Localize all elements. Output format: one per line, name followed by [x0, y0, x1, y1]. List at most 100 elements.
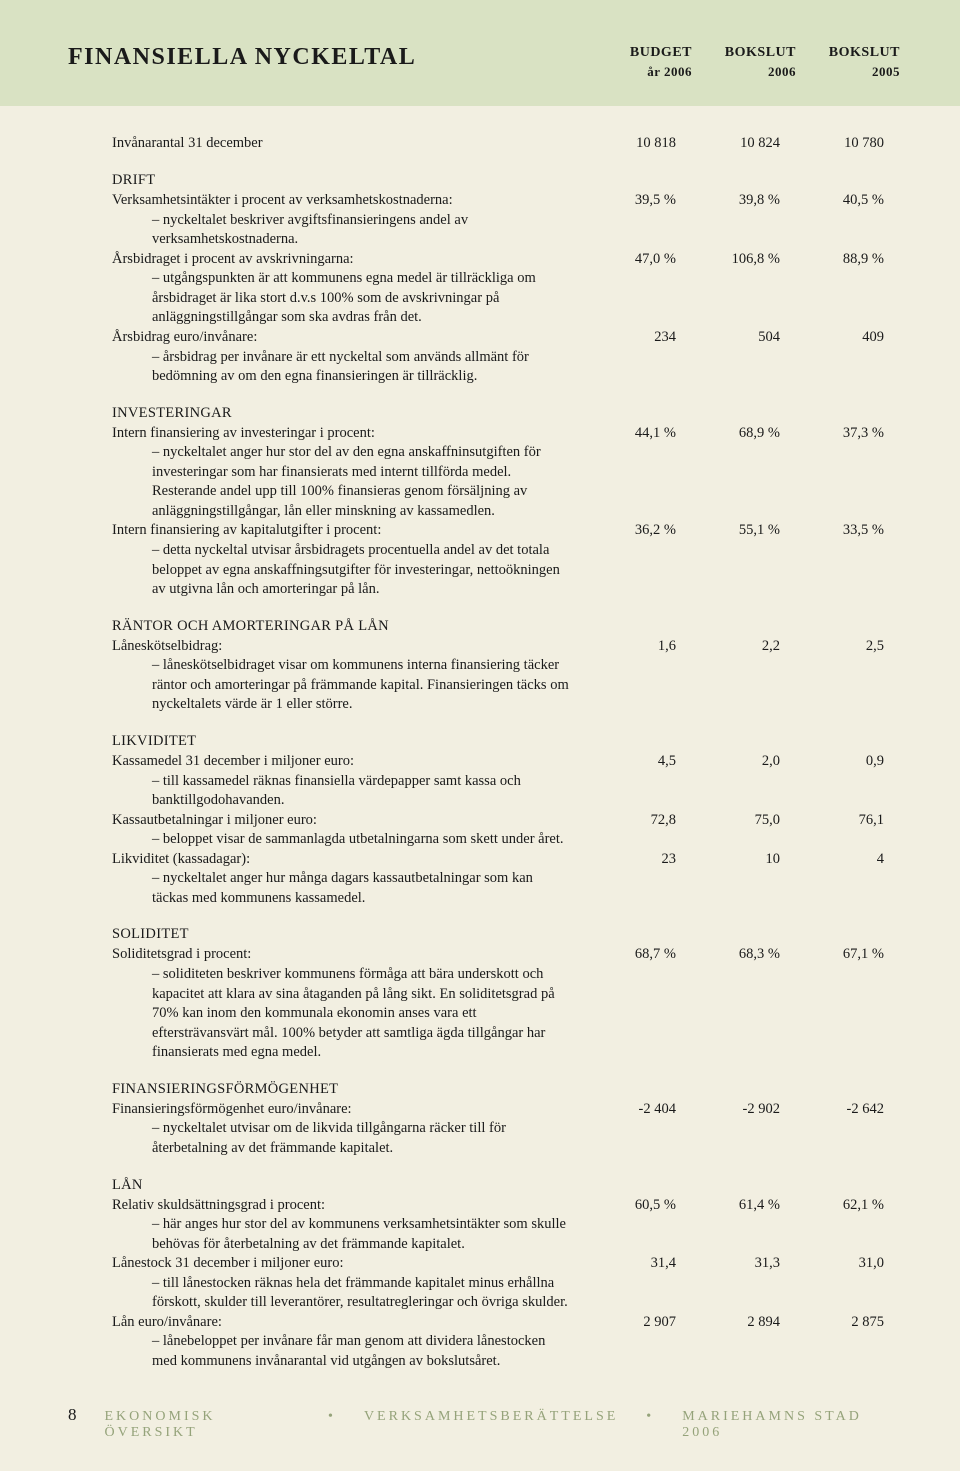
row-value-1: 10	[676, 850, 780, 870]
content: Invånarantal 31 december10 81810 82410 7…	[0, 106, 960, 1371]
row-label: Lånestock 31 december i miljoner euro:	[112, 1254, 572, 1274]
row-value-0: 2 907	[572, 1313, 676, 1333]
header-col-1-line1: BOKSLUT	[692, 44, 796, 63]
row-value-0: 1,6	[572, 637, 676, 657]
header-col-2-line1: BOKSLUT	[796, 44, 900, 63]
page-title: FINANSIELLA NYCKELTAL	[68, 44, 588, 71]
row-label: Intern finansiering av investeringar i p…	[112, 424, 572, 444]
row-value-2: 10 780	[780, 134, 884, 154]
table-row: Lån euro/invånare:– lånebeloppet per inv…	[112, 1313, 892, 1372]
footer-part-0: EKONOMISK ÖVERSIKT	[105, 1409, 301, 1441]
row-value-1: 68,9 %	[676, 424, 780, 444]
table-row: Kassautbetalningar i miljoner euro:– bel…	[112, 811, 892, 850]
row-value-2: -2 642	[780, 1100, 884, 1120]
table-row: Likviditet (kassadagar):– nyckeltalet an…	[112, 850, 892, 909]
row-value-1: 10 824	[676, 134, 780, 154]
row-description: – nyckeltalet anger hur stor del av den …	[112, 443, 572, 521]
row-value-2: 40,5 %	[780, 191, 884, 211]
row-label: Kassamedel 31 december i miljoner euro:	[112, 752, 572, 772]
row-description: – nyckeltalet anger hur många dagars kas…	[112, 869, 572, 908]
section-heading: FINANSIERINGSFÖRMÖGENHET	[112, 1081, 892, 1098]
row-value-2: 2,5	[780, 637, 884, 657]
row-value-0: 31,4	[572, 1254, 676, 1274]
row-value-1: 2,0	[676, 752, 780, 772]
row-label: Intern finansiering av kapitalutgifter i…	[112, 521, 572, 541]
footer-dot-0: •	[328, 1409, 336, 1425]
row-label-col: Lån euro/invånare:– lånebeloppet per inv…	[112, 1313, 572, 1372]
table-row: Årsbidrag euro/invånare:– årsbidrag per …	[112, 328, 892, 387]
row-description: – här anges hur stor del av kommunens ve…	[112, 1215, 572, 1254]
row-value-1: 39,8 %	[676, 191, 780, 211]
row-value-0: 234	[572, 328, 676, 348]
table-row: Intern finansiering av kapitalutgifter i…	[112, 521, 892, 599]
row-value-1: 31,3	[676, 1254, 780, 1274]
header-col-1-line2: 2006	[692, 63, 796, 81]
header-col-0: BUDGET år 2006	[588, 44, 692, 80]
row-value-2: 0,9	[780, 752, 884, 772]
row-value-1: 106,8 %	[676, 250, 780, 270]
row-value-0: 60,5 %	[572, 1196, 676, 1216]
header-col-2: BOKSLUT 2005	[796, 44, 900, 80]
row-value-1: 55,1 %	[676, 521, 780, 541]
row-label-col: Låneskötselbidrag:– låneskötselbidraget …	[112, 637, 572, 715]
table-row: Kassamedel 31 december i miljoner euro:–…	[112, 752, 892, 811]
row-value-0: 10 818	[572, 134, 676, 154]
row-label: Likviditet (kassadagar):	[112, 850, 572, 870]
row-description: – till lånestocken räknas hela det främm…	[112, 1274, 572, 1313]
row-value-1: 2 894	[676, 1313, 780, 1333]
row-label-col: Likviditet (kassadagar):– nyckeltalet an…	[112, 850, 572, 909]
row-label: Lån euro/invånare:	[112, 1313, 572, 1333]
row-label-col: Verksamhetsintäkter i procent av verksam…	[112, 191, 572, 250]
row-value-2: 37,3 %	[780, 424, 884, 444]
table-row: Relativ skuldsättningsgrad i procent:– h…	[112, 1196, 892, 1255]
footer-dot-1: •	[646, 1409, 654, 1425]
row-value-1: 2,2	[676, 637, 780, 657]
row-value-1: -2 902	[676, 1100, 780, 1120]
row-value-2: 76,1	[780, 811, 884, 831]
row-value-1: 68,3 %	[676, 945, 780, 965]
row-value-0: 68,7 %	[572, 945, 676, 965]
row-description: – nyckeltalet beskriver avgiftsfinansier…	[112, 211, 572, 250]
row-label: Invånarantal 31 december	[112, 134, 572, 154]
row-description: – beloppet visar de sammanlagda utbetaln…	[112, 830, 572, 850]
section-heading: RÄNTOR OCH AMORTERINGAR PÅ LÅN	[112, 618, 892, 635]
row-label-col: Finansieringsförmögenhet euro/invånare:–…	[112, 1100, 572, 1159]
table-row: Lånestock 31 december i miljoner euro:– …	[112, 1254, 892, 1313]
row-label: Verksamhetsintäkter i procent av verksam…	[112, 191, 572, 211]
row-value-2: 62,1 %	[780, 1196, 884, 1216]
header-col-0-line1: BUDGET	[588, 44, 692, 63]
row-description: – lånebeloppet per invånare får man geno…	[112, 1332, 572, 1371]
section-heading: SOLIDITET	[112, 926, 892, 943]
row-value-2: 31,0	[780, 1254, 884, 1274]
row-label-col: Intern finansiering av kapitalutgifter i…	[112, 521, 572, 599]
row-description: – soliditeten beskriver kommunens förmåg…	[112, 965, 572, 1063]
row-label-col: Kassamedel 31 december i miljoner euro:–…	[112, 752, 572, 811]
row-description: – årsbidrag per invånare är ett nyckelta…	[112, 348, 572, 387]
header-columns: BUDGET år 2006 BOKSLUT 2006 BOKSLUT 2005	[588, 44, 900, 80]
row-label-col: Årsbidrag euro/invånare:– årsbidrag per …	[112, 328, 572, 387]
table-row: Låneskötselbidrag:– låneskötselbidraget …	[112, 637, 892, 715]
row-label-col: Soliditetsgrad i procent:– soliditeten b…	[112, 945, 572, 1062]
row-label-col: Invånarantal 31 december	[112, 134, 572, 154]
section-heading: LÅN	[112, 1177, 892, 1194]
row-value-2: 2 875	[780, 1313, 884, 1333]
row-description: – till kassamedel räknas finansiella vär…	[112, 772, 572, 811]
row-label: Kassautbetalningar i miljoner euro:	[112, 811, 572, 831]
section-heading: INVESTERINGAR	[112, 405, 892, 422]
row-value-0: 39,5 %	[572, 191, 676, 211]
table-row: Årsbidraget i procent av avskrivningarna…	[112, 250, 892, 328]
header-col-0-line2: år 2006	[588, 63, 692, 81]
section-heading: DRIFT	[112, 172, 892, 189]
row-description: – detta nyckeltal utvisar årsbidragets p…	[112, 541, 572, 600]
section-heading: LIKVIDITET	[112, 733, 892, 750]
table-row: Soliditetsgrad i procent:– soliditeten b…	[112, 945, 892, 1062]
footer-part-1: VERKSAMHETSBERÄTTELSE	[364, 1409, 618, 1425]
row-value-2: 88,9 %	[780, 250, 884, 270]
table-row: Intern finansiering av investeringar i p…	[112, 424, 892, 522]
row-value-0: 23	[572, 850, 676, 870]
row-value-2: 33,5 %	[780, 521, 884, 541]
row-label-col: Lånestock 31 december i miljoner euro:– …	[112, 1254, 572, 1313]
row-value-1: 61,4 %	[676, 1196, 780, 1216]
row-label-col: Intern finansiering av investeringar i p…	[112, 424, 572, 522]
row-value-0: 4,5	[572, 752, 676, 772]
